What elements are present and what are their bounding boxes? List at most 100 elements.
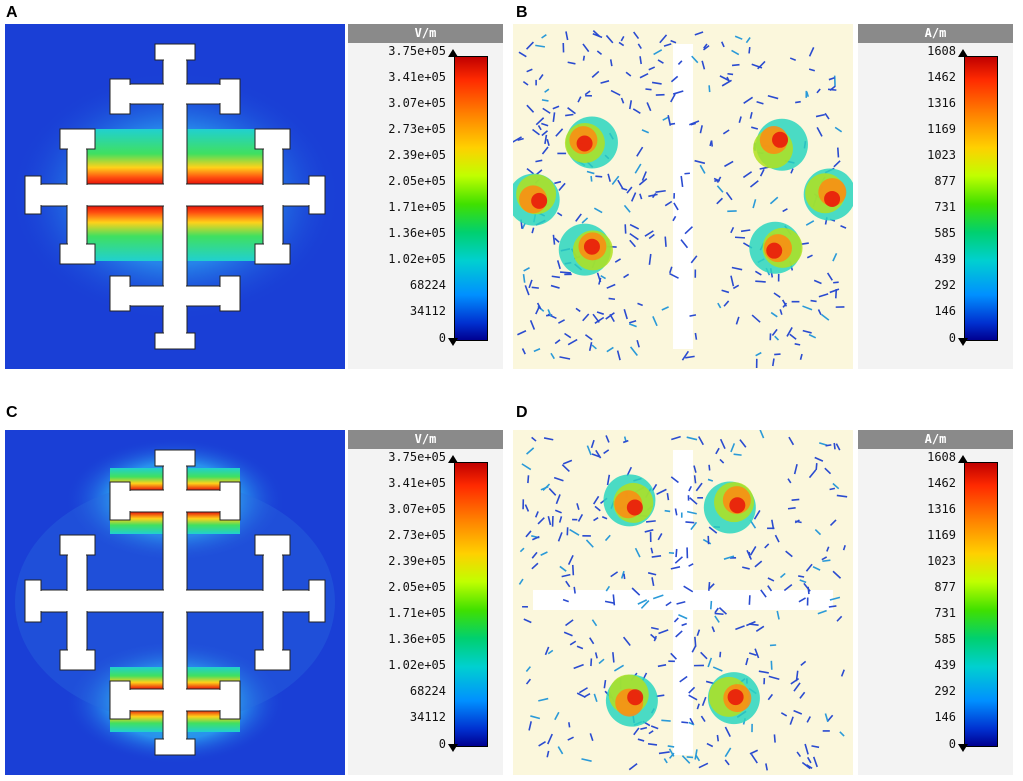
field-arrow xyxy=(723,555,735,560)
field-arrow xyxy=(840,225,847,229)
field-arrow xyxy=(833,281,839,284)
field-arrow xyxy=(680,239,689,249)
tick-label: 146 xyxy=(934,304,956,318)
field-arrow xyxy=(535,159,543,163)
field-arrow xyxy=(708,583,715,590)
field-arrow xyxy=(771,328,778,336)
efield-svg-a xyxy=(5,24,345,369)
field-arrow xyxy=(688,694,698,701)
field-arrow xyxy=(751,314,761,323)
field-arrow xyxy=(555,128,564,137)
tick-label: 1.02e+05 xyxy=(388,252,446,266)
field-arrow xyxy=(656,488,667,495)
field-arrow xyxy=(540,551,548,556)
field-arrow xyxy=(745,657,749,666)
field-arrow xyxy=(714,612,724,616)
field-arrow xyxy=(558,516,563,523)
field-arrow xyxy=(542,107,551,114)
colorbar-gradient-d xyxy=(964,462,998,747)
field-arrow xyxy=(639,72,649,79)
efield-svg-c xyxy=(5,430,345,775)
field-arrow xyxy=(816,127,823,137)
field-arrow xyxy=(759,430,765,439)
min-marker-icon xyxy=(448,338,458,346)
colorbar-ticks-a: 3.75e+05 3.41e+05 3.07e+05 2.73e+05 2.39… xyxy=(348,44,446,351)
field-arrow xyxy=(720,41,725,48)
field-hotspot xyxy=(729,497,746,514)
field-arrow xyxy=(623,573,626,580)
field-arrow xyxy=(637,599,648,605)
field-arrow xyxy=(801,761,811,770)
field-arrow xyxy=(810,299,817,303)
field-arrow xyxy=(594,316,605,325)
field-arrow xyxy=(808,469,817,479)
min-marker-icon xyxy=(958,338,968,346)
field-arrow xyxy=(774,353,781,356)
field-arrow xyxy=(647,572,657,576)
field-arrow xyxy=(793,463,798,475)
field-arrow xyxy=(708,526,718,534)
field-arrow xyxy=(664,200,673,207)
field-arrow xyxy=(608,297,616,301)
field-arrow xyxy=(751,126,759,130)
field-arrow xyxy=(636,339,640,348)
field-arrow xyxy=(774,335,780,341)
field-arrow xyxy=(525,530,532,538)
field-arrow xyxy=(541,34,547,39)
field-arrow xyxy=(696,703,700,710)
field-arrow xyxy=(662,116,669,121)
tick-label: 1.71e+05 xyxy=(388,200,446,214)
field-arrow xyxy=(556,260,561,270)
max-marker-icon xyxy=(448,455,458,463)
field-arrow xyxy=(650,626,659,631)
tick-label: 3.41e+05 xyxy=(388,70,446,84)
field-arrow xyxy=(680,175,684,188)
field-arrow xyxy=(628,319,637,324)
field-arrow xyxy=(681,721,689,724)
field-arrow xyxy=(674,556,683,564)
field-arrow xyxy=(637,738,645,742)
field-arrow xyxy=(794,343,801,346)
field-arrow xyxy=(672,215,677,222)
field-arrow xyxy=(652,594,664,600)
field-arrow xyxy=(593,693,598,703)
field-arrow xyxy=(688,721,695,726)
field-arrow xyxy=(834,126,843,133)
field-arrow xyxy=(617,179,624,190)
field-arrow xyxy=(517,330,527,336)
field-arrow xyxy=(708,582,711,591)
field-arrow xyxy=(622,439,629,444)
field-arrow xyxy=(562,459,573,465)
field-arrow xyxy=(641,171,647,181)
colorbar-b: A/m 1608 1462 1316 1169 1023 877 731 585… xyxy=(858,24,1013,369)
field-arrow xyxy=(755,351,762,357)
field-arrow xyxy=(811,745,820,749)
field-arrow xyxy=(541,130,549,137)
field-arrow xyxy=(669,752,675,759)
field-arrow xyxy=(694,749,698,760)
field-arrow xyxy=(715,447,720,455)
colorbar-d: A/m 1608 1462 1316 1169 1023 877 731 585… xyxy=(858,430,1013,775)
field-arrow xyxy=(734,35,743,40)
field-arrow xyxy=(611,175,620,185)
field-arrow xyxy=(567,107,576,115)
field-arrow xyxy=(636,146,644,157)
field-arrow xyxy=(633,31,640,40)
field-arrow xyxy=(672,90,684,95)
tick-label: 585 xyxy=(934,226,956,240)
field-arrow xyxy=(652,316,658,327)
field-arrow xyxy=(694,636,697,647)
field-arrow xyxy=(698,762,709,769)
field-arrow xyxy=(798,575,805,578)
field-arrow xyxy=(721,289,730,294)
field-arrow xyxy=(840,669,845,677)
panel-letter-c: C xyxy=(6,404,18,421)
field-arrow xyxy=(521,463,532,471)
field-arrow xyxy=(779,572,786,579)
tick-label: 0 xyxy=(948,331,956,345)
field-arrow xyxy=(829,487,836,491)
field-arrow xyxy=(770,311,778,318)
field-arrow xyxy=(688,563,694,567)
field-arrow xyxy=(532,128,540,136)
field-arrow xyxy=(629,239,637,248)
